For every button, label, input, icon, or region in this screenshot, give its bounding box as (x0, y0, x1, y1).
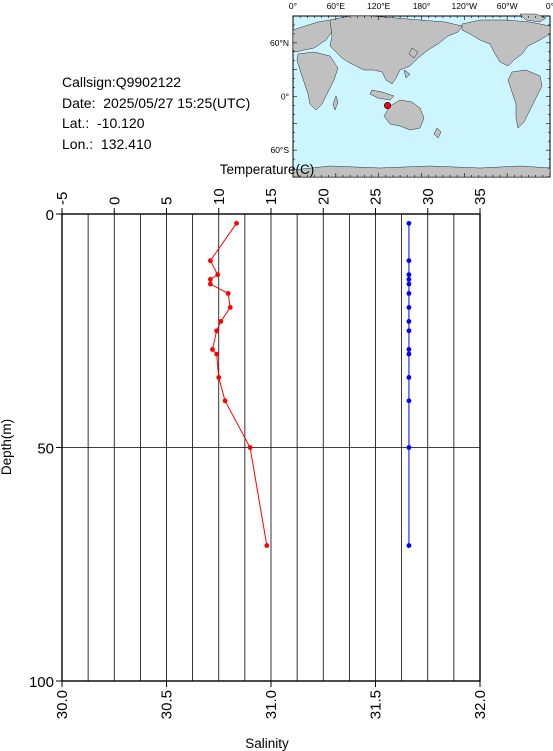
temperature-tick-label: 20 (315, 188, 332, 205)
temperature-point (215, 272, 221, 278)
temperature-tick-label: 5 (159, 197, 176, 205)
map-lat-label: 60°S (270, 145, 289, 155)
temperature-tick-label: -5 (54, 192, 71, 205)
temperature-point (225, 290, 231, 296)
salinity-point (406, 319, 412, 324)
depth-axis-title: Depth(m) (0, 419, 14, 475)
salinity-point (406, 375, 412, 380)
temperature-point (247, 445, 253, 450)
temperature-point (207, 281, 213, 287)
salinity-tick-label: 30.5 (159, 690, 176, 719)
map-lon-label: 0° (289, 1, 297, 11)
temperature-point (216, 375, 222, 380)
depth-tick-label: 0 (46, 207, 54, 224)
temperature-point (214, 328, 220, 334)
salinity-point (406, 258, 412, 264)
map-lon-label: 120°W (452, 1, 478, 11)
temperature-tick-label: 30 (420, 188, 437, 205)
map-lat-label: 0° (281, 92, 289, 102)
map-land (292, 13, 551, 178)
map-lon-label: 60°E (327, 1, 346, 11)
salinity-point (406, 347, 412, 352)
salinity-point (406, 281, 412, 287)
salinity-point (406, 351, 412, 357)
callsign-label: Callsign:Q9902122 (62, 74, 182, 90)
latitude-label: Lat.: -10.120 (62, 115, 145, 131)
temperature-point (222, 398, 228, 404)
map-lon-label: 60°W (497, 1, 518, 11)
station-marker (384, 102, 392, 110)
temperature-point (218, 319, 224, 324)
salinity-tick-label: 31.0 (263, 690, 280, 719)
longitude-label: Lon.: 132.410 (62, 135, 152, 152)
temperature-tick-label: 25 (368, 188, 385, 205)
temperature-point (210, 347, 215, 352)
salinity-point (406, 543, 412, 548)
temperature-point (227, 305, 233, 310)
map-lon-label: 120°E (367, 1, 391, 11)
grid-lines (61, 214, 481, 681)
temperature-point (264, 543, 270, 548)
salinity-point (406, 445, 412, 450)
temperature-axis-title: Temperature(C) (220, 162, 315, 177)
salinity-axis-title: Salinity (245, 736, 289, 751)
salinity-tick-label: 31.5 (368, 690, 385, 719)
map-lat-label: 60°N (270, 38, 289, 48)
temperature-tick-label: 15 (263, 188, 280, 205)
depth-tick-label: 100 (29, 674, 54, 691)
salinity-point (406, 272, 412, 278)
station-info: Callsign:Q9902122 Date: 2025/05/27 15:25… (62, 72, 250, 154)
depth-tick-label: 50 (37, 441, 54, 458)
temperature-point (214, 351, 220, 357)
salinity-point (406, 220, 412, 226)
salinity-point (406, 398, 412, 404)
map-lon-label: 0° (546, 1, 553, 11)
salinity-tick-label: 32.0 (472, 690, 489, 719)
salinity-tick-label: 30.0 (54, 690, 71, 719)
temperature-tick-label: 0 (106, 197, 123, 205)
series-layer (207, 220, 412, 548)
temperature-point (207, 258, 213, 264)
temperature-point (207, 276, 213, 282)
temperature-tick-label: 35 (472, 188, 489, 205)
date-label: Date: 2025/05/27 15:25(UTC) (62, 94, 251, 111)
salinity-point (406, 290, 412, 296)
temperature-point (234, 220, 239, 226)
salinity-point (406, 305, 412, 310)
map-lon-label: 180° (413, 1, 431, 11)
salinity-point (406, 276, 412, 282)
salinity-point (406, 328, 412, 334)
temperature-tick-label: 10 (211, 188, 228, 205)
